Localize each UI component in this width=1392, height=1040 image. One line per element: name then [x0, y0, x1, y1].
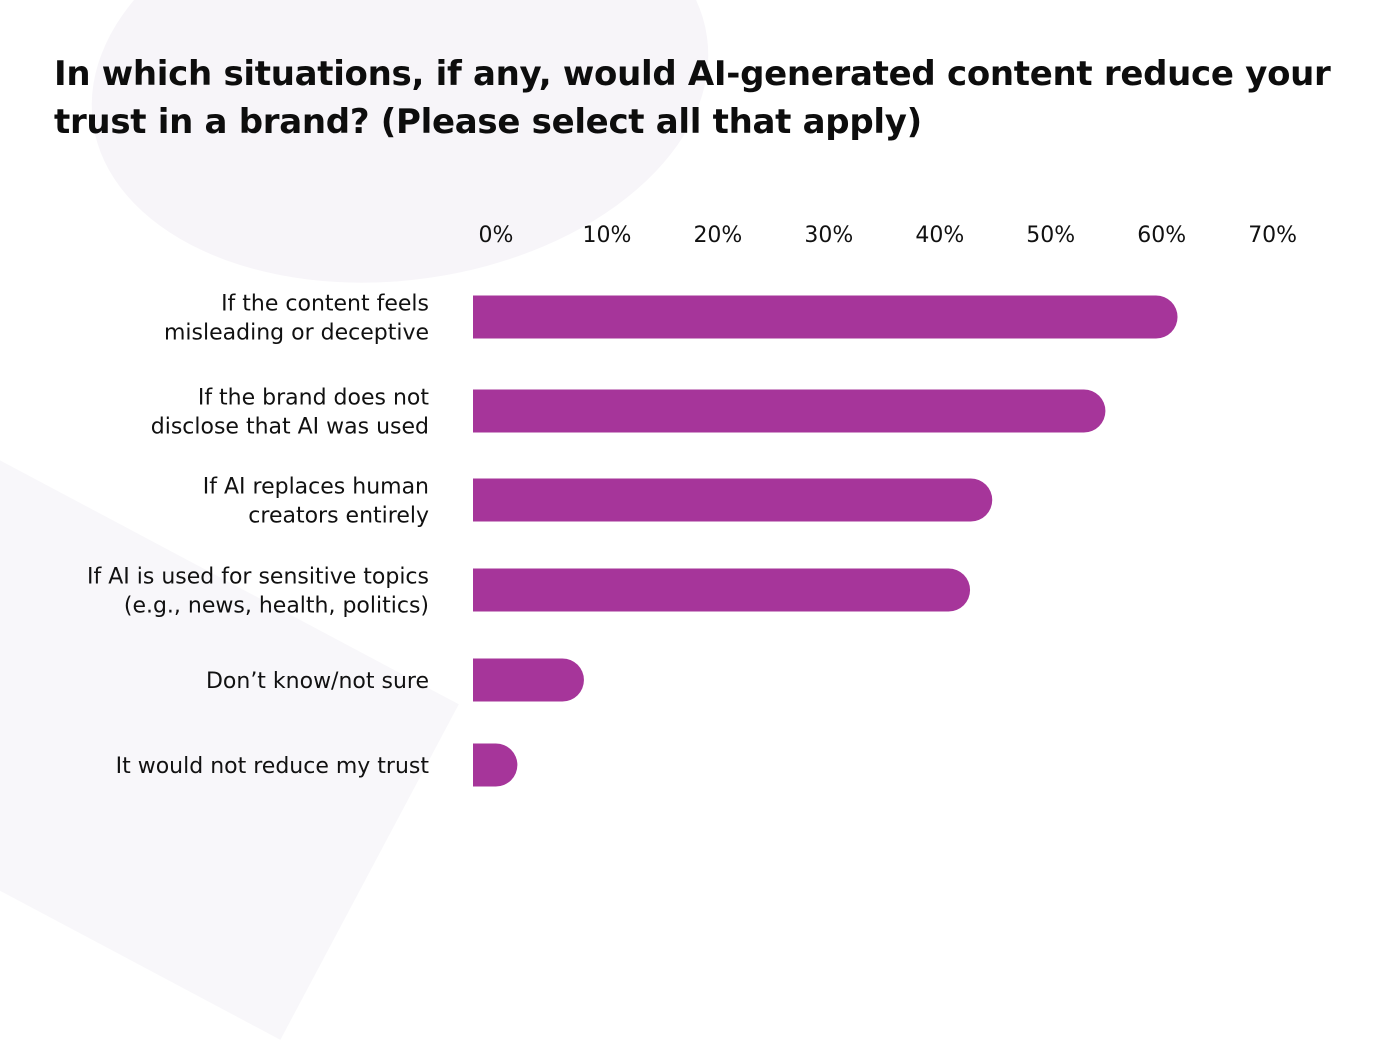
x-tick-label: 70%: [1248, 223, 1297, 248]
category-label: If AI is used for sensitive topics (e.g.,…: [87, 565, 429, 619]
x-tick-label: 20%: [693, 223, 742, 248]
x-tick-label: 0%: [479, 223, 514, 248]
bar: [473, 478, 993, 522]
x-tick-label: 30%: [804, 223, 853, 248]
bar: [473, 295, 1178, 339]
bar: [473, 658, 584, 702]
bars: [473, 295, 1178, 787]
category-labels: If the content feels misleading or decept…: [87, 292, 429, 780]
category-label: If the brand does not disclose that AI wa…: [151, 386, 430, 440]
category-label: Don’t know/not sure: [206, 669, 429, 694]
x-tick-label: 60%: [1137, 223, 1186, 248]
x-tick-label: 50%: [1026, 223, 1075, 248]
bar: [473, 389, 1106, 433]
category-label: If AI replaces human creators entirely: [203, 475, 429, 529]
x-tick-label: 10%: [582, 223, 631, 248]
chart-title: In which situations, if any, would AI-ge…: [54, 54, 1331, 142]
category-label: It would not reduce my trust: [116, 754, 430, 779]
bar: [473, 743, 518, 787]
category-label: If the content feels misleading or decept…: [164, 292, 429, 346]
x-axis-ticks: 0% 10% 20% 30% 40% 50% 60% 70%: [479, 223, 1298, 248]
bar: [473, 568, 971, 612]
x-tick-label: 40%: [915, 223, 964, 248]
